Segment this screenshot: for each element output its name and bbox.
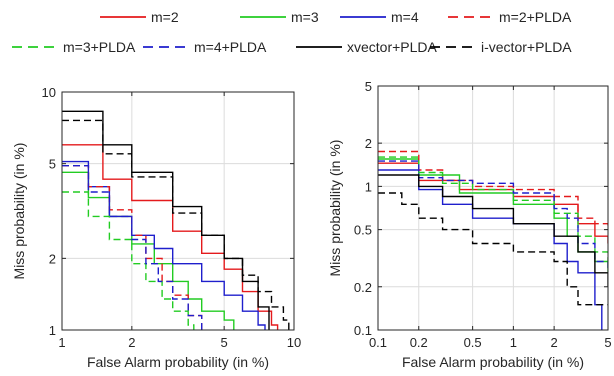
legend-label: m=3+PLDA xyxy=(63,39,136,55)
y-tick-label: 1 xyxy=(365,179,372,194)
x-tick-label: 0.5 xyxy=(464,335,482,350)
y-tick-label: 0.2 xyxy=(354,280,372,295)
legend: m=2 m=3 m=4 m=2+PLDA m=3+PLDA m=4+PLDA xvector… xyxy=(12,9,572,55)
legend-entry-m-3: m=3 xyxy=(240,9,319,25)
series-line-m-3-plda xyxy=(378,156,608,262)
plot-frame xyxy=(61,91,295,331)
y-tick-label: 10 xyxy=(42,85,56,100)
x-tick-label: 0.2 xyxy=(410,335,428,350)
x-tick-label: 1 xyxy=(510,335,517,350)
legend-label: m=3 xyxy=(291,9,319,25)
legend-label: m=2 xyxy=(151,9,179,25)
legend-entry-m-2: m=2 xyxy=(100,9,179,25)
legend-label: m=4+PLDA xyxy=(194,39,267,55)
series-line-m-4 xyxy=(378,169,603,330)
series-line-m-3 xyxy=(378,158,608,273)
x-tick-label: 10 xyxy=(287,335,301,350)
legend-entry-m-2-plda: m=2+PLDA xyxy=(448,9,572,25)
det-plot-left: 1 2 5 10 1 2 5 10 False Alarm probability (in %)… xyxy=(11,85,301,370)
series-line-m-4-plda xyxy=(62,165,203,330)
grid xyxy=(61,91,295,331)
y-tick-label: 2 xyxy=(365,136,372,151)
y-tick-label: 0.5 xyxy=(354,223,372,238)
legend-label: m=4 xyxy=(391,9,419,25)
legend-label: m=2+PLDA xyxy=(499,9,572,25)
series-line-m-3 xyxy=(62,171,235,330)
legend-entry-i-vector-plda: i-vector+PLDA xyxy=(430,39,572,55)
det-plot-right: 0.1 0.2 0.5 1 2 5 0.1 0.2 0.5 1 2 5 False Alarm prob… xyxy=(327,79,612,370)
x-tick-label: 0.1 xyxy=(369,335,387,350)
y-tick-label: 0.1 xyxy=(354,323,372,338)
legend-label: i-vector+PLDA xyxy=(481,39,572,55)
plot-frame xyxy=(377,85,609,331)
series-line-xvector-plda xyxy=(378,174,608,287)
y-tick-label: 1 xyxy=(49,323,56,338)
series-line-m-4-plda xyxy=(378,160,608,273)
series-line-i-vector-plda xyxy=(378,192,608,306)
x-tick-label: 5 xyxy=(221,335,228,350)
series-group xyxy=(378,150,608,330)
y-axis-label: Miss probability (in %) xyxy=(11,143,27,280)
legend-entry-m-4-plda: m=4+PLDA xyxy=(143,39,267,55)
series-line-m-4 xyxy=(62,160,266,330)
x-tick-label: 1 xyxy=(58,335,65,350)
legend-entry-m-3-plda: m=3+PLDA xyxy=(12,39,136,55)
x-axis-label: False Alarm probability (in %) xyxy=(87,354,269,370)
y-axis-label: Miss probability (in %) xyxy=(327,140,343,277)
x-tick-label: 5 xyxy=(604,335,611,350)
series-line-i-vector-plda xyxy=(62,119,290,330)
legend-label: xvector+PLDA xyxy=(347,39,438,55)
x-tick-label: 2 xyxy=(128,335,135,350)
y-tick-label: 5 xyxy=(49,157,56,172)
y-tick-label: 5 xyxy=(365,79,372,94)
legend-entry-m-4: m=4 xyxy=(340,9,419,25)
y-tick-label: 2 xyxy=(49,251,56,266)
x-tick-label: 2 xyxy=(551,335,558,350)
x-axis-label: False Alarm probability (in %) xyxy=(402,354,584,370)
series-group xyxy=(62,110,290,330)
legend-entry-xvector-plda: xvector+PLDA xyxy=(296,39,438,55)
